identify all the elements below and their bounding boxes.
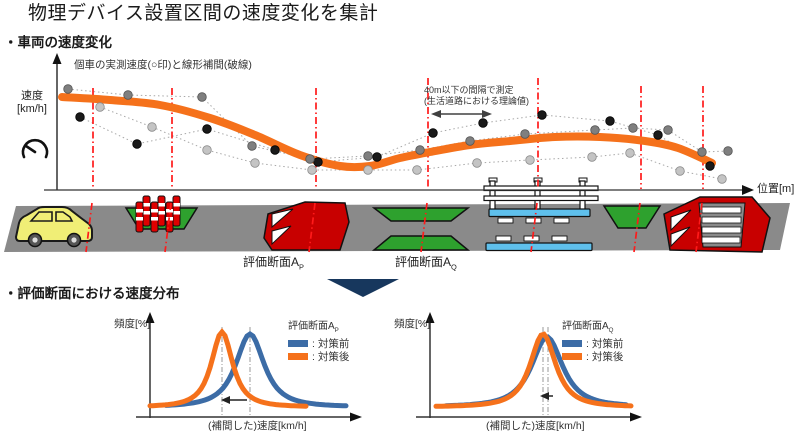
dist-left-axes [136,312,362,422]
dist-right-legend: 評価断面AQ : 対策前 : 対策後 [562,317,623,363]
legend-item-after: : 対策後 [288,350,349,363]
legend-item-after: : 対策後 [562,350,623,363]
raised-crosswalk-device [663,196,771,253]
down-arrow-icon [327,279,399,297]
dist-left-ylabel: 頻度[%] [114,318,151,330]
car-icon [14,206,93,248]
section-p-label: 評価断面AP [243,255,304,272]
legend-item-before: : 対策前 [562,337,623,350]
page-title: 物理デバイス設置区間の速度変化を集計 [28,3,379,24]
scatter-points [63,84,733,184]
measure-note: 40m以下の間隔で測定 (生活道路における理論値) [424,85,529,106]
dist-right-axes [416,312,642,422]
before-color-swatch [562,340,582,347]
heading-speed-change: ・車両の速度変化 [4,35,112,50]
bollard-front-row [135,201,174,233]
distribution-curves [147,327,634,417]
smoothed-speed-curve [58,93,716,172]
dist-right-xlabel: (補間した)速度[km/h] [486,420,585,432]
legend-item-before: : 対策前 [288,337,349,350]
chicane-device [263,201,350,251]
dist-right-legend-title: 評価断面AQ [562,321,614,334]
dist-left-xlabel: (補間した)速度[km/h] [208,420,307,432]
crosswalk-fence-device [483,177,599,252]
heading-distribution: ・評価断面における速度分布 [4,286,180,301]
dist-left-legend-title: 評価断面AP [288,321,339,334]
island-device [602,205,662,229]
section-q-label: 評価断面AQ [395,255,457,272]
speed-chart-axes [44,53,754,195]
position-axis-label: 位置[m] [757,183,795,195]
road-section-lines [85,202,703,253]
chart-section-lines [92,78,704,189]
dist-left-legend: 評価断面AP : 対策前 : 対策後 [288,317,349,363]
bollard-back-row [142,195,181,227]
speed-axis-label: 速度 [km/h] [17,90,47,116]
bollards-device [124,195,199,233]
speedometer-icon [21,138,49,159]
measure-interval-arrow [431,110,492,118]
after-color-swatch [288,353,308,360]
hump-device [371,207,471,251]
road-surface [4,203,790,252]
chart-annotation: 個車の実測速度(○印)と線形補間(破線) [74,59,252,71]
before-color-swatch [288,340,308,347]
dist-right-ylabel: 頻度[%] [394,318,431,330]
after-color-swatch [562,353,582,360]
